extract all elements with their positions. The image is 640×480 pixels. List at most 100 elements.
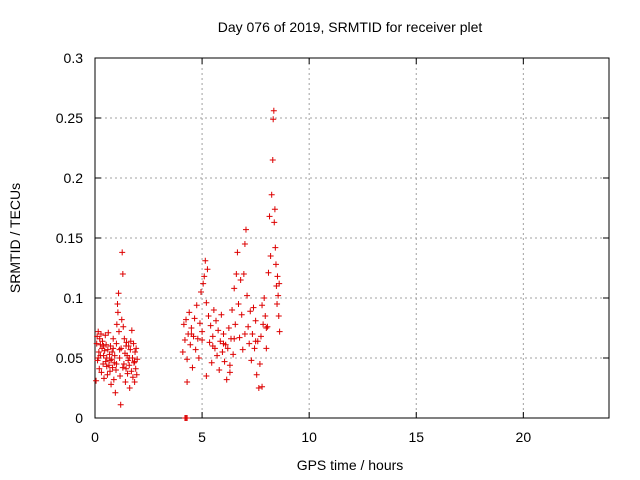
data-point	[180, 321, 187, 328]
data-point	[183, 316, 190, 323]
data-point	[205, 313, 212, 319]
data-point	[100, 352, 107, 359]
data-point	[109, 349, 116, 355]
data-point	[126, 385, 133, 391]
data-point	[116, 355, 123, 361]
data-point	[203, 299, 210, 306]
data-point	[122, 379, 129, 385]
data-point	[184, 415, 191, 421]
data-point	[262, 313, 269, 319]
data-point	[103, 363, 110, 370]
data-point	[206, 339, 213, 346]
data-point	[240, 271, 247, 277]
data-point	[128, 368, 135, 375]
data-point	[114, 309, 121, 316]
data-point	[203, 373, 210, 379]
data-point	[131, 358, 138, 365]
data-point	[219, 349, 226, 355]
data-point	[237, 277, 244, 283]
data-point	[112, 389, 119, 396]
data-point	[207, 322, 214, 329]
data-point	[181, 337, 188, 343]
data-point	[242, 226, 249, 233]
data-point	[102, 358, 109, 365]
data-point	[261, 295, 268, 301]
data-point	[263, 325, 270, 331]
data-point	[208, 359, 215, 366]
data-point	[241, 241, 248, 247]
y-tick-label: 0.15	[56, 230, 83, 246]
data-point	[129, 374, 136, 381]
data-point	[266, 213, 273, 220]
data-point	[272, 244, 279, 251]
data-point	[106, 368, 113, 375]
data-point	[213, 317, 220, 324]
data-point	[260, 321, 267, 328]
data-point	[263, 345, 270, 352]
data-point	[114, 301, 121, 307]
data-point	[127, 346, 134, 353]
data-point	[244, 292, 251, 299]
data-point	[201, 273, 208, 280]
data-point	[101, 347, 108, 354]
data-point	[199, 337, 206, 343]
data-point	[252, 317, 259, 324]
y-tick-label: 0	[75, 410, 83, 426]
y-tick-label: 0.3	[64, 50, 84, 66]
data-point	[188, 325, 195, 331]
data-point	[276, 280, 283, 287]
data-point	[239, 346, 246, 353]
grid-lines	[95, 58, 609, 418]
data-point	[249, 331, 256, 337]
data-point	[113, 321, 120, 328]
data-point	[246, 340, 253, 347]
data-point	[112, 367, 119, 373]
data-point	[186, 309, 193, 316]
data-point	[251, 345, 258, 352]
data-point	[184, 379, 191, 385]
data-point	[104, 346, 111, 353]
data-point	[230, 351, 237, 358]
data-point	[120, 361, 127, 367]
data-point	[184, 356, 191, 363]
data-point	[248, 357, 255, 364]
data-point	[118, 316, 125, 323]
data-point	[123, 365, 130, 372]
x-tick-label: 5	[198, 429, 206, 445]
data-point	[93, 377, 100, 384]
data-point	[192, 346, 199, 353]
data-point	[110, 335, 117, 342]
x-tick-label: 10	[301, 429, 317, 445]
data-point	[202, 257, 209, 264]
y-axis-label: SRMTID / TECUs	[7, 183, 23, 293]
data-point	[252, 338, 259, 345]
y-tick-label: 0.25	[56, 110, 83, 126]
data-point	[188, 331, 195, 337]
data-point	[98, 369, 105, 376]
data-point	[223, 376, 230, 383]
data-point	[117, 373, 124, 379]
data-point	[269, 157, 276, 163]
data-point	[247, 308, 254, 315]
data-point	[193, 302, 200, 309]
data-point	[274, 273, 281, 280]
data-point	[271, 219, 278, 226]
data-point	[103, 341, 110, 348]
data-point	[236, 334, 243, 341]
data-point	[119, 249, 126, 256]
data-point	[220, 331, 227, 337]
data-point	[220, 340, 227, 347]
data-point	[226, 369, 233, 376]
data-point	[265, 269, 272, 276]
data-point	[235, 301, 242, 307]
data-point	[115, 290, 122, 297]
data-point	[255, 385, 262, 391]
data-point	[210, 307, 217, 313]
x-axis-label: GPS time / hours	[297, 457, 404, 473]
data-points	[93, 107, 283, 421]
data-point	[100, 343, 107, 349]
data-point	[229, 307, 236, 313]
data-point	[233, 271, 240, 277]
data-point	[218, 311, 225, 318]
tick-labels: 0 5 10 15 20 0 0.05 0.1 0.15 0.2 0.25 0.3	[56, 50, 532, 445]
